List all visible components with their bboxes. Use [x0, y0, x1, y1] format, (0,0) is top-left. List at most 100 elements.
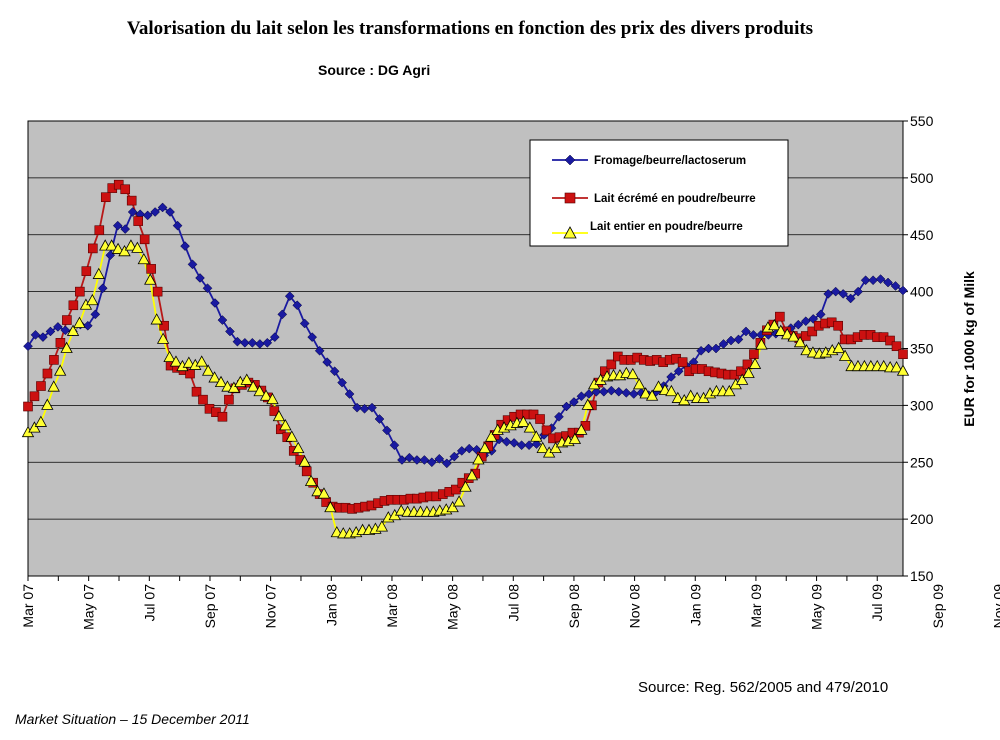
data-point — [198, 394, 208, 405]
data-point — [217, 411, 228, 422]
data-point — [42, 368, 53, 379]
data-point — [830, 286, 841, 297]
data-point — [575, 423, 588, 435]
x-tick-label: May 09 — [809, 584, 825, 630]
data-point — [775, 311, 785, 322]
data-point — [279, 419, 292, 431]
data-point — [34, 415, 48, 427]
data-point — [159, 320, 169, 331]
data-point — [748, 329, 759, 340]
data-point — [301, 466, 312, 477]
data-point — [774, 324, 787, 336]
data-point — [28, 421, 41, 433]
data-point — [478, 441, 491, 454]
data-point — [217, 315, 228, 325]
data-point — [29, 391, 40, 402]
x-tick-label: Jan 09 — [687, 584, 703, 626]
x-tick-label: Sep 08 — [566, 584, 582, 629]
data-point — [253, 384, 266, 397]
data-point — [891, 341, 902, 352]
data-point — [111, 242, 125, 254]
data-point — [112, 220, 123, 231]
data-point — [626, 367, 639, 380]
data-point — [131, 241, 144, 253]
data-point — [284, 291, 295, 302]
data-point — [735, 373, 749, 385]
data-point — [890, 281, 901, 291]
data-point — [172, 220, 183, 231]
data-point — [66, 324, 80, 336]
data-point — [311, 484, 324, 497]
x-tick-label: Nov 08 — [627, 584, 643, 629]
data-point — [150, 207, 160, 217]
x-tick-label: Nov 09 — [991, 584, 1000, 629]
data-point — [472, 453, 485, 465]
data-point — [75, 286, 85, 297]
data-point — [97, 283, 108, 294]
data-point — [501, 436, 512, 447]
y-tick-label-350: 350 — [910, 341, 934, 357]
data-point — [94, 225, 105, 235]
data-point — [723, 384, 736, 397]
data-point — [272, 409, 286, 422]
data-point — [860, 275, 871, 286]
data-point — [86, 293, 99, 306]
data-point — [426, 457, 437, 468]
data-point — [41, 398, 54, 410]
data-point — [259, 389, 273, 401]
data-point — [576, 391, 587, 402]
data-point — [292, 300, 303, 311]
x-tick-label: Jul 07 — [141, 584, 157, 622]
data-point — [541, 425, 552, 436]
data-point — [322, 357, 332, 368]
data-point — [568, 432, 582, 444]
data-point — [266, 392, 279, 405]
data-point — [898, 285, 908, 296]
data-point — [749, 349, 759, 359]
data-point — [169, 355, 183, 367]
data-point — [591, 386, 602, 397]
data-point — [684, 389, 697, 401]
data-point — [53, 364, 67, 376]
data-point — [144, 273, 157, 285]
data-point — [703, 343, 714, 354]
data-point — [224, 394, 234, 405]
data-point — [375, 520, 389, 532]
legend-label-0: Fromage/beurre/lactoserum — [594, 155, 746, 167]
data-point — [81, 266, 92, 276]
data-point — [92, 267, 105, 279]
x-tick-label: Jan 08 — [323, 584, 339, 626]
data-point — [344, 389, 355, 399]
data-point — [748, 357, 762, 369]
chart-subtitle: Source : DG Agri — [318, 62, 431, 78]
data-point — [581, 398, 594, 410]
data-point — [530, 430, 543, 442]
data-point — [883, 277, 893, 288]
data-point — [180, 241, 190, 251]
data-point — [90, 309, 101, 320]
data-point — [853, 286, 863, 297]
data-point — [833, 320, 843, 331]
y-tick-label-450: 450 — [910, 227, 934, 243]
data-point — [645, 389, 659, 401]
data-point — [137, 252, 150, 265]
data-point — [68, 300, 79, 311]
data-point — [606, 385, 617, 396]
data-point — [38, 332, 48, 342]
data-point — [781, 328, 794, 340]
data-point — [208, 371, 221, 383]
data-point — [88, 243, 98, 254]
data-point — [195, 355, 208, 367]
data-point — [299, 318, 310, 329]
data-point — [146, 264, 156, 274]
x-tick-label: Jul 08 — [505, 584, 521, 622]
data-point — [127, 207, 138, 217]
data-point — [292, 441, 305, 454]
data-point — [210, 298, 220, 308]
data-point — [45, 326, 56, 337]
data-point — [584, 389, 594, 399]
data-point — [768, 318, 781, 331]
data-point — [165, 207, 175, 217]
data-point — [314, 345, 325, 356]
data-point — [352, 402, 362, 413]
